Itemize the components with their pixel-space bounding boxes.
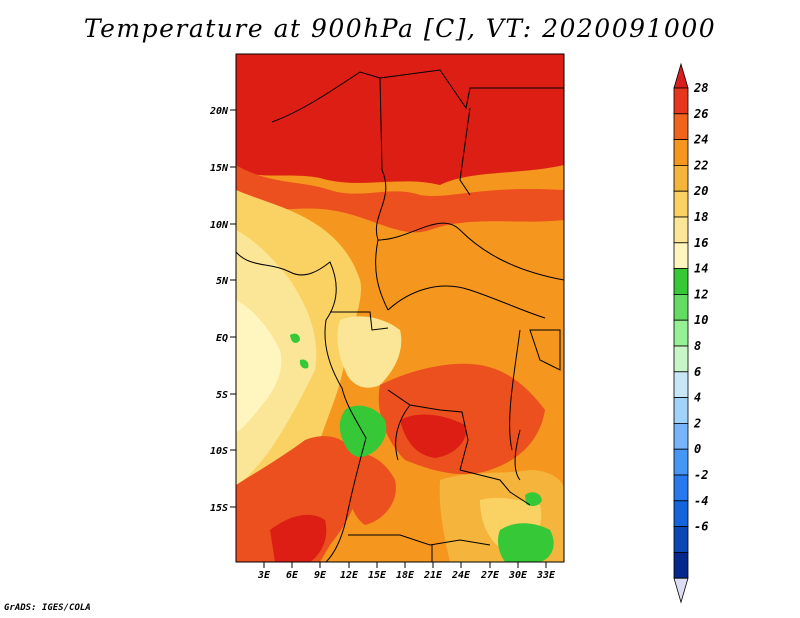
colorbar-label: -2 xyxy=(694,468,708,482)
lat-label: 20N xyxy=(209,106,229,117)
colorbar-swatch xyxy=(673,139,689,166)
lon-label: 18E xyxy=(396,570,415,581)
colorbar-swatch xyxy=(673,242,689,270)
lat-label: 10S xyxy=(210,446,228,457)
colorbar-label: 24 xyxy=(693,133,708,147)
longitude-axis: 3E 6E 9E 12E 15E 18E 21E 24E 27E 30E 33E xyxy=(257,562,556,581)
colorbar-label: 6 xyxy=(694,365,701,379)
colorbar-swatch xyxy=(673,113,689,141)
colorbar-label: -4 xyxy=(694,494,708,508)
colorbar-top-arrow xyxy=(673,62,689,89)
lat-label: 15S xyxy=(210,503,228,514)
lon-label: 6E xyxy=(286,570,299,581)
lon-label: 27E xyxy=(480,570,500,581)
country-borders xyxy=(236,69,564,562)
colorbar-swatch xyxy=(673,164,689,192)
colorbar-swatch xyxy=(673,552,689,579)
colorbar-swatch xyxy=(673,268,689,295)
lon-label: 12E xyxy=(340,570,359,581)
colorbar-label: 16 xyxy=(694,236,708,250)
lon-label: 24E xyxy=(451,570,471,581)
temperature-field xyxy=(236,54,564,562)
colorbar-label: 18 xyxy=(694,210,708,224)
colorbar-label: 26 xyxy=(693,107,708,121)
latitude-axis: 20N 15N 10N 5N EQ 5S 10S 15S xyxy=(209,106,236,514)
map-title: Temperature at 900hPa [C], VT: 202009100… xyxy=(83,14,717,43)
colorbar-swatch xyxy=(673,216,689,244)
colorbar-swatch xyxy=(673,474,689,502)
colorbar-label: 10 xyxy=(694,313,708,327)
colorbar-swatch xyxy=(673,190,689,218)
colorbar-swatch xyxy=(673,500,689,527)
colorbar-label: -6 xyxy=(694,520,708,534)
colorbar-label: 20 xyxy=(693,184,708,198)
colorbar-swatch xyxy=(673,422,689,450)
colorbar-swatch xyxy=(673,526,689,553)
colorbar-label: 22 xyxy=(693,158,708,172)
colorbar-label: 0 xyxy=(694,442,701,456)
colorbar-label: 12 xyxy=(694,287,708,301)
colorbar-swatch xyxy=(673,87,689,115)
colorbar-label: 14 xyxy=(694,262,708,276)
lon-label: 15E xyxy=(368,570,387,581)
lon-label: 30E xyxy=(508,570,528,581)
lat-label: 5N xyxy=(216,276,229,287)
lon-label: 3E xyxy=(257,570,271,581)
colorbar-swatch xyxy=(673,293,689,321)
colorbar-swatch xyxy=(673,371,689,398)
lon-label: 9E xyxy=(314,570,327,581)
colorbar-swatch xyxy=(673,397,689,424)
lat-label: 5S xyxy=(216,390,228,401)
lat-label: EQ xyxy=(216,333,228,344)
colorbar-label: 8 xyxy=(694,339,701,353)
lon-label: 33E xyxy=(536,570,556,581)
lat-label: 10N xyxy=(210,220,229,231)
colorbar-label: 2 xyxy=(693,416,701,430)
lon-label: 21E xyxy=(423,570,443,581)
colorbar-label: 28 xyxy=(693,81,708,95)
lat-label: 15N xyxy=(210,163,229,174)
map-frame xyxy=(235,53,565,563)
colorbar-swatch xyxy=(673,319,689,347)
grads-credit: GrADS: IGES/COLA xyxy=(4,603,91,613)
colorbar-label: 4 xyxy=(694,391,701,405)
colorbar-swatch xyxy=(673,345,689,373)
colorbar-swatch xyxy=(673,448,689,476)
colorbar-bottom-arrow xyxy=(673,577,689,604)
